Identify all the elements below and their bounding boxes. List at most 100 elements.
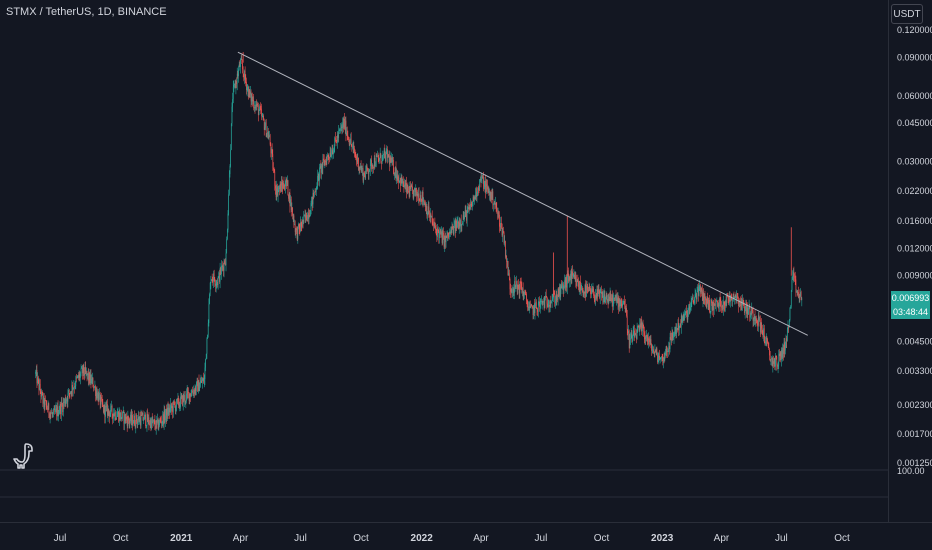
- candle-body: [267, 132, 269, 139]
- candle-body: [647, 336, 649, 345]
- candle-body: [64, 399, 65, 403]
- candle-body: [666, 346, 668, 352]
- candle-body: [131, 415, 133, 422]
- candle-body: [412, 190, 414, 198]
- candle-body: [173, 401, 175, 404]
- candle-body: [680, 323, 681, 328]
- candle-body: [464, 216, 465, 219]
- candle-body: [633, 330, 635, 332]
- candle-body: [676, 328, 677, 334]
- candle-body: [177, 397, 179, 400]
- candle-body: [364, 175, 366, 178]
- price-tick-label: 0.016000: [897, 216, 932, 226]
- candle-body: [130, 414, 132, 422]
- candle-body: [130, 414, 131, 422]
- candle-body: [109, 412, 111, 417]
- time-axis[interactable]: Jul Oct 2021 Apr Jul Oct 2022 Apr Jul Oct 2023 Apr J…: [54, 533, 850, 544]
- candle-body: [634, 334, 636, 338]
- candle-body: [434, 223, 436, 227]
- candle-body: [721, 305, 723, 307]
- candle-body: [397, 176, 399, 180]
- candle-body: [746, 302, 747, 314]
- candle-body: [45, 399, 46, 401]
- candle-body: [526, 293, 527, 301]
- candle-body: [111, 405, 113, 414]
- candle-body: [698, 286, 700, 296]
- dinosaur-icon[interactable]: [12, 442, 38, 470]
- candle-body: [735, 294, 737, 302]
- candle-body: [288, 195, 289, 199]
- candle-body: [273, 169, 275, 172]
- candle-body: [394, 166, 396, 174]
- candle-body: [669, 337, 671, 350]
- candle-body: [599, 292, 601, 298]
- candle-body: [317, 175, 318, 188]
- candle-body: [663, 357, 664, 364]
- candle-body: [758, 315, 760, 320]
- candle-body: [155, 420, 157, 429]
- candle-body: [260, 108, 262, 110]
- candle-body: [687, 310, 689, 320]
- candle-body: [636, 335, 637, 339]
- candle-body: [512, 288, 514, 293]
- candle-body: [566, 276, 568, 288]
- candle-body: [308, 215, 310, 219]
- candle-body: [784, 347, 786, 351]
- candle-body: [271, 148, 273, 155]
- candle-body: [196, 381, 198, 383]
- candle-body: [796, 291, 798, 293]
- candle-body: [136, 414, 137, 422]
- candle-body: [464, 210, 466, 217]
- candle-body: [190, 395, 192, 397]
- candle-body: [560, 284, 562, 289]
- price-axis[interactable]: 0.120000 0.090000 0.060000 0.045000 0.030000…: [897, 25, 932, 468]
- candle-body: [441, 231, 442, 235]
- candle-body: [765, 342, 766, 344]
- candle-body: [344, 120, 346, 129]
- candle-body: [711, 303, 713, 310]
- candle-body: [300, 222, 302, 227]
- candle-body: [347, 135, 349, 137]
- candle-body: [361, 169, 363, 171]
- candle-body: [468, 207, 470, 210]
- candle-body: [436, 229, 438, 237]
- candle-body: [339, 129, 341, 131]
- currency-button[interactable]: USDT: [891, 4, 923, 24]
- candle-body: [218, 272, 220, 278]
- candle-body: [182, 395, 184, 406]
- candle-body: [252, 99, 254, 102]
- candle-body: [330, 152, 332, 157]
- price-tick-label: 0.012000: [897, 243, 932, 253]
- candle-body: [586, 286, 588, 288]
- candle-body: [450, 229, 452, 234]
- candle-body: [562, 283, 564, 291]
- candle-body: [622, 303, 623, 307]
- candle-body: [784, 342, 786, 351]
- candle-body: [233, 84, 235, 87]
- candle-body: [466, 210, 468, 221]
- candle-body: [116, 416, 118, 420]
- candle-body: [660, 357, 662, 360]
- candle-body: [281, 182, 283, 186]
- candle-body: [302, 219, 304, 223]
- candle-body: [420, 195, 421, 202]
- candle-body: [170, 403, 172, 409]
- candle-body: [778, 353, 780, 366]
- candle-body: [207, 334, 208, 339]
- trendline-drawing[interactable]: [237, 51, 808, 336]
- symbol-title[interactable]: STMX / TetherUS, 1D, BINANCE: [6, 6, 167, 18]
- candle-body: [648, 338, 650, 341]
- candle-body: [539, 301, 540, 307]
- candle-body: [138, 416, 139, 420]
- candle-body: [777, 365, 778, 367]
- candle-body: [408, 191, 409, 193]
- candle-body: [646, 335, 648, 337]
- candle-body: [513, 288, 515, 293]
- candle-body: [482, 177, 484, 179]
- candle-body: [589, 288, 591, 293]
- candle-body: [783, 342, 785, 354]
- indicator-pane: 100.00: [897, 466, 925, 476]
- candle-body: [574, 276, 576, 280]
- candle-body: [228, 174, 230, 195]
